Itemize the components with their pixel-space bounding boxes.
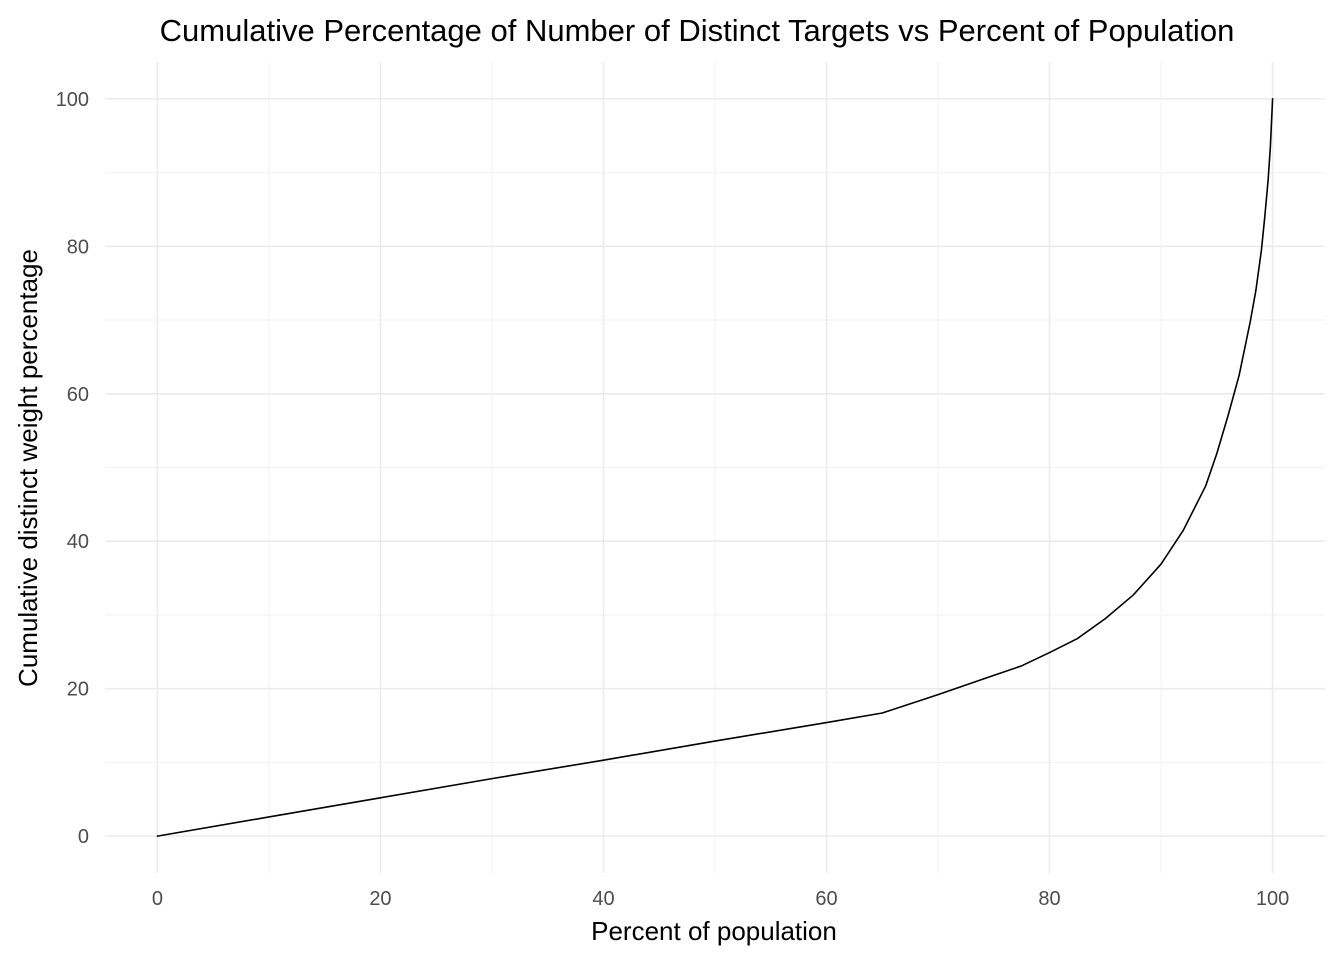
x-tick-label: 0	[152, 888, 163, 910]
y-axis-label: Cumulative distinct weight percentage	[13, 249, 43, 687]
major-gridlines	[105, 62, 1325, 873]
x-tick-label: 20	[369, 888, 391, 910]
x-tick-label: 40	[592, 888, 614, 910]
chart-title: Cumulative Percentage of Number of Disti…	[160, 13, 1235, 48]
x-tick-label: 60	[815, 888, 837, 910]
series-layer	[156, 98, 1274, 837]
y-tick-label: 80	[67, 236, 89, 258]
y-tick-label: 100	[56, 89, 89, 111]
series-line	[156, 98, 1274, 837]
y-tick-label: 20	[67, 679, 89, 701]
minor-gridlines	[105, 62, 1325, 873]
x-axis-ticks: 0 20 40 60 80 100	[152, 888, 1289, 910]
x-axis-label: Percent of population	[591, 916, 837, 946]
y-tick-label: 40	[67, 531, 89, 553]
x-tick-label: 100	[1256, 888, 1289, 910]
y-axis-ticks: 0 20 40 60 80 100	[56, 89, 89, 848]
y-tick-label: 0	[78, 826, 89, 848]
y-tick-label: 60	[67, 384, 89, 406]
x-tick-label: 80	[1038, 888, 1060, 910]
